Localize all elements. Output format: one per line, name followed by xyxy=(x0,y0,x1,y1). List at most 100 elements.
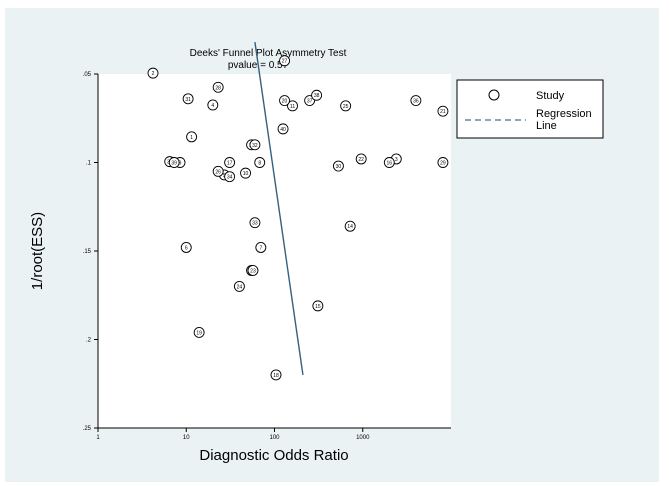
legend-regression-label-line2: Line xyxy=(536,120,557,132)
study-id-label: 25 xyxy=(343,104,349,110)
study-point: 16 xyxy=(383,157,395,168)
study-marker xyxy=(249,217,261,229)
legend-box xyxy=(456,79,604,139)
study-id-label: 38 xyxy=(314,93,320,99)
x-tick-label: 10 xyxy=(183,435,190,441)
x-tick-label: 1000 xyxy=(356,435,370,441)
x-tick-label: 1 xyxy=(96,435,100,441)
study-point: 15 xyxy=(312,300,324,312)
study-point: 10 xyxy=(240,167,252,179)
study-id-label: 9 xyxy=(179,161,182,167)
study-id-label: 10 xyxy=(243,171,249,177)
legend-study-label: Study xyxy=(536,90,565,102)
study-id-label: 34 xyxy=(227,175,233,181)
y-tick-label: .25 xyxy=(83,426,92,432)
study-id-label: 11 xyxy=(290,104,295,110)
study-id-label: 23 xyxy=(250,268,256,274)
study-id-label: 30 xyxy=(336,164,342,170)
y-tick-label: .05 xyxy=(83,72,92,78)
study-id-label: 21 xyxy=(440,109,446,115)
study-marker xyxy=(247,265,259,276)
y-tick-label: .2 xyxy=(86,338,92,344)
study-marker xyxy=(270,369,282,381)
study-point: 36 xyxy=(410,95,422,107)
study-marker xyxy=(332,160,344,172)
study-point: 14 xyxy=(344,220,356,232)
y-axis-label: 1/root(ESS) xyxy=(29,212,46,290)
study-id-label: 31 xyxy=(185,97,191,103)
study-point: 32 xyxy=(249,139,261,151)
study-point: 2 xyxy=(147,67,159,79)
study-marker xyxy=(312,300,324,312)
study-id-label: 7 xyxy=(259,245,262,251)
study-point: 31 xyxy=(182,93,194,105)
legend: Study Regression Line xyxy=(456,79,604,139)
regression-layer xyxy=(254,42,304,375)
study-point: 4 xyxy=(207,99,219,111)
study-marker xyxy=(340,100,352,112)
study-point: 19 xyxy=(193,326,205,338)
chart-title: Deeks' Funnel Plot Asymmetry Test xyxy=(190,48,347,59)
study-marker xyxy=(255,242,267,253)
legend-regression-label-line1: Regression xyxy=(536,108,592,120)
y-tick-label: .15 xyxy=(83,249,92,255)
study-point: 17 xyxy=(224,157,236,168)
study-marker xyxy=(287,100,298,112)
study-point: 29 xyxy=(437,157,449,168)
study-point: 26 xyxy=(212,165,224,177)
study-point: 28 xyxy=(212,81,224,93)
study-point: 11 xyxy=(287,100,298,112)
study-marker xyxy=(383,157,395,168)
study-marker xyxy=(240,167,252,179)
y-tick-label: .1 xyxy=(86,161,92,167)
study-id-label: 2 xyxy=(152,71,155,77)
study-point: 7 xyxy=(255,242,267,253)
study-id-label: 18 xyxy=(273,373,279,379)
study-point: 38 xyxy=(311,89,323,101)
study-point: 27 xyxy=(279,55,291,67)
study-marker xyxy=(212,81,224,93)
study-id-label: 17 xyxy=(227,161,233,167)
study-marker xyxy=(277,123,289,135)
study-marker xyxy=(168,157,180,168)
study-id-label: 15 xyxy=(315,304,321,310)
study-id-label: 27 xyxy=(282,59,288,65)
study-point: 6 xyxy=(180,242,192,253)
study-marker xyxy=(193,326,205,338)
study-marker xyxy=(355,153,367,165)
study-marker xyxy=(224,157,236,168)
study-marker xyxy=(233,280,245,292)
study-id-label: 26 xyxy=(215,169,221,175)
axes-layer: .05 .1 .15 .2 .25 1 10 100 1000 xyxy=(83,72,451,441)
study-point: 21 xyxy=(437,105,449,117)
study-point: 22 xyxy=(355,153,367,165)
legend-study-marker xyxy=(488,89,500,101)
study-id-label: 19 xyxy=(196,330,202,336)
study-marker xyxy=(249,139,261,151)
study-point: 39 xyxy=(168,157,180,168)
study-marker xyxy=(186,131,198,143)
study-point: 25 xyxy=(340,100,352,112)
study-point: 34 xyxy=(224,171,236,183)
legend-regression-label: Regression Line xyxy=(536,108,595,132)
points-layer: 1234567891011121314151617181920212223242… xyxy=(147,55,449,381)
study-marker xyxy=(437,157,449,168)
study-point: 23 xyxy=(247,265,259,276)
study-id-label: 14 xyxy=(347,224,353,230)
study-marker xyxy=(279,55,291,67)
study-marker xyxy=(212,165,224,177)
study-id-label: 16 xyxy=(387,161,393,167)
study-point: 30 xyxy=(332,160,344,172)
study-id-label: 24 xyxy=(237,284,243,290)
study-id-label: 20 xyxy=(282,99,288,105)
study-point: 40 xyxy=(277,123,289,135)
study-marker xyxy=(207,99,219,111)
study-id-label: 1 xyxy=(190,135,193,141)
study-point: 20 xyxy=(279,95,291,107)
study-marker xyxy=(224,171,236,183)
x-tick-label: 100 xyxy=(269,435,280,441)
study-marker xyxy=(254,157,266,168)
study-id-label: 29 xyxy=(440,161,446,167)
study-point: 33 xyxy=(249,217,261,229)
